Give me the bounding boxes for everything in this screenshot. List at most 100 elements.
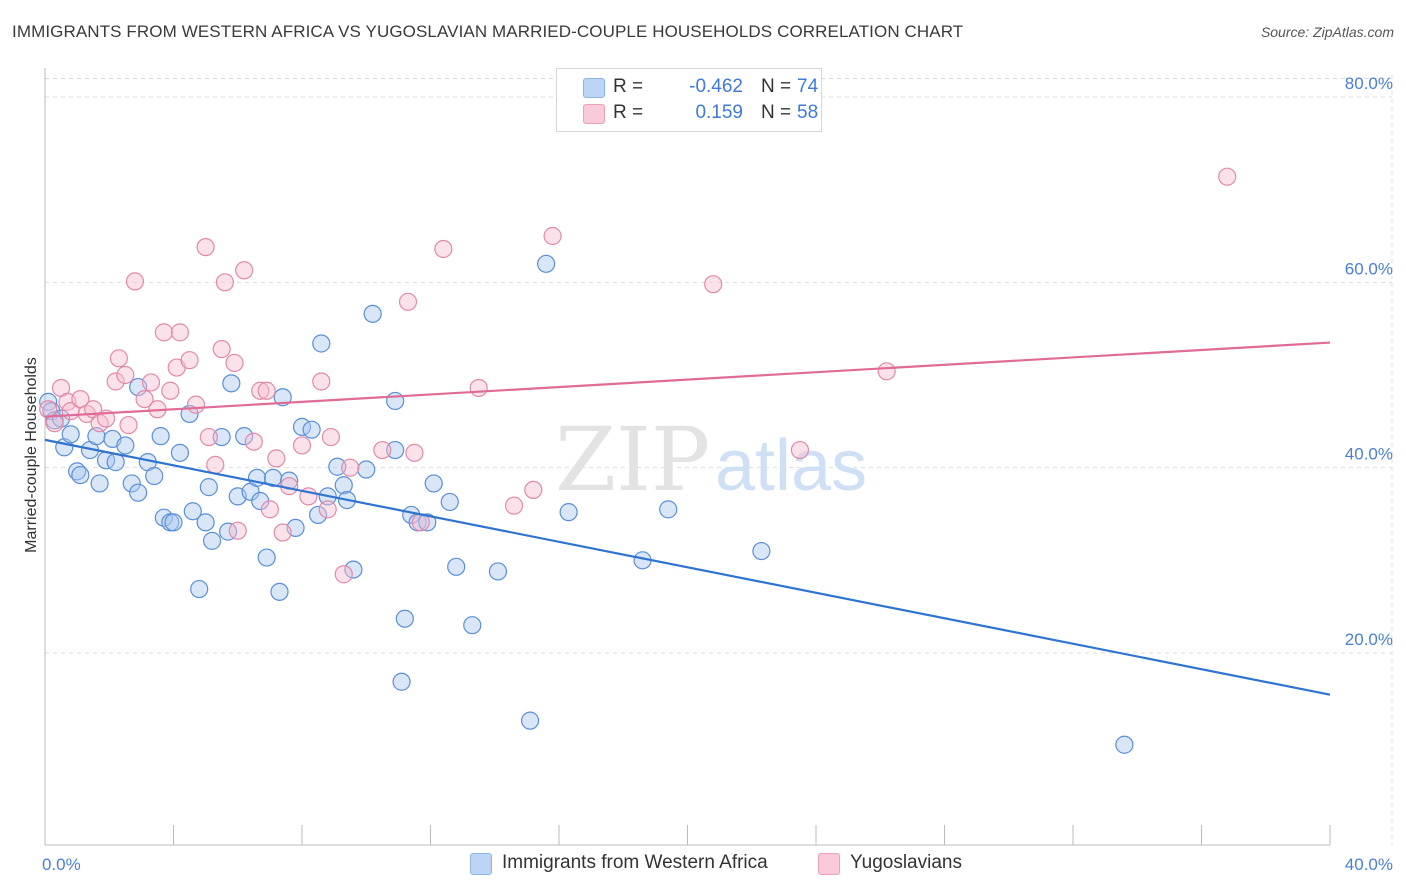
legend-label: Yugoslavians [850,852,962,873]
western-africa-point [190,579,209,599]
yugoslavian-point [170,323,190,342]
western-africa-point [537,254,556,273]
x-tick-label: 40.0% [1345,855,1393,874]
western-africa-point [328,457,347,476]
x-tick-label: 0.0% [42,855,81,874]
y-tick-label: 80.0% [1345,74,1393,93]
yugoslavian-point [225,353,244,373]
yugoslavian-point [434,239,453,259]
n-label: N = [761,102,792,123]
legend-swatch-blue [583,78,605,98]
trend-layer [44,341,1331,696]
western-africa-point [440,492,459,512]
western-africa-point [222,374,241,393]
yugoslavian-point [228,521,247,540]
yugoslavian-point [273,523,292,542]
yugoslavian-trendline [44,341,1331,418]
western-africa-point [386,440,405,460]
yugoslavian-point [267,449,286,468]
yugoslavian-point [45,414,64,433]
watermark-atlas: atlas [715,426,867,506]
stats-legend: R = -0.462 N = 74 R = 0.159 N = 58 [556,68,822,132]
yugoslavian-point [1218,167,1237,186]
yugoslavian-point [180,351,199,370]
western-africa-point [386,391,405,411]
western-africa-point [145,466,164,486]
yugoslavian-point [790,440,810,460]
legend-swatch-pink [818,853,840,875]
yugoslavian-point [334,565,353,584]
western-africa-point [520,711,540,730]
yugoslavian-point [405,443,424,462]
western-africa-point [418,513,437,532]
yugoslavian-point [504,496,524,515]
western-africa-point [392,672,411,691]
western-africa-point [270,582,289,601]
western-africa-point [151,427,170,446]
axes-layer: 20.0% 40.0% 60.0% 80.0% 0.0% 40.0% [42,68,1393,874]
yugoslavian-point [318,500,337,519]
western-africa-point [447,557,466,576]
yugoslavian-point [244,432,263,451]
r-label: R = [613,76,644,97]
watermark-zip: ZIP [555,408,710,511]
yugoslavian-point [141,373,161,392]
western-africa-point [90,474,109,493]
yugoslavian-point [877,362,896,381]
yugoslavian-point [196,238,215,257]
yugoslavian-point [251,381,270,400]
r-value: -0.462 [689,76,743,97]
western-africa-point [273,388,292,407]
yugoslavian-point [154,323,173,342]
yugoslavian-point [260,500,279,519]
western-africa-point [170,443,190,462]
western-africa-point [71,465,90,485]
yugoslavian-point [161,381,180,400]
western-africa-point [752,541,771,561]
yugoslavian-point [704,275,723,294]
western-africa-point [61,425,80,444]
yugoslavian-point [106,372,125,391]
western-africa-point [308,505,328,525]
western-africa-point [1115,735,1134,754]
western-africa-point [312,334,331,353]
western-africa-point [357,460,376,479]
yugoslavian-point [135,389,154,409]
western-africa-point [463,616,482,635]
western-africa-point [302,420,321,439]
western-africa-point [183,502,202,521]
western-africa-point [196,513,215,532]
yugoslavian-point [341,458,360,477]
yugoslavian-point [212,339,231,359]
yugoslavian-point [524,480,543,500]
n-value: 74 [797,76,819,97]
legend-label: Immigrants from Western Africa [502,852,768,873]
yugoslavian-point [257,381,276,400]
y-tick-label: 20.0% [1345,630,1393,649]
yugoslavian-point [373,440,392,460]
western-africa-point [559,503,578,522]
yugoslavian-point [116,365,135,385]
yugoslavian-point [543,226,562,246]
source-label: Source: ZipAtlas.com [1260,24,1394,40]
western-africa-point [334,476,353,495]
western-africa-point [363,304,382,323]
y-tick-label: 60.0% [1345,259,1393,278]
western-africa-point [116,436,135,455]
western-africa-point [257,548,276,567]
yugoslavian-point [215,273,234,292]
western-africa-point [344,560,363,579]
r-label: R = [613,102,644,123]
yugoslavian-point [292,436,312,455]
western-africa-point [212,427,231,447]
western-africa-point [488,562,508,581]
yugoslavian-point [235,261,254,280]
western-africa-point [122,474,141,493]
n-label: N = [761,76,792,97]
chart-title: IMMIGRANTS FROM WESTERN AFRICA VS YUGOSL… [12,22,964,41]
yugoslavian-point [186,395,206,414]
western-africa-point [424,474,443,493]
legend-swatch-pink [583,104,605,124]
y-tick-label: 40.0% [1345,445,1393,464]
